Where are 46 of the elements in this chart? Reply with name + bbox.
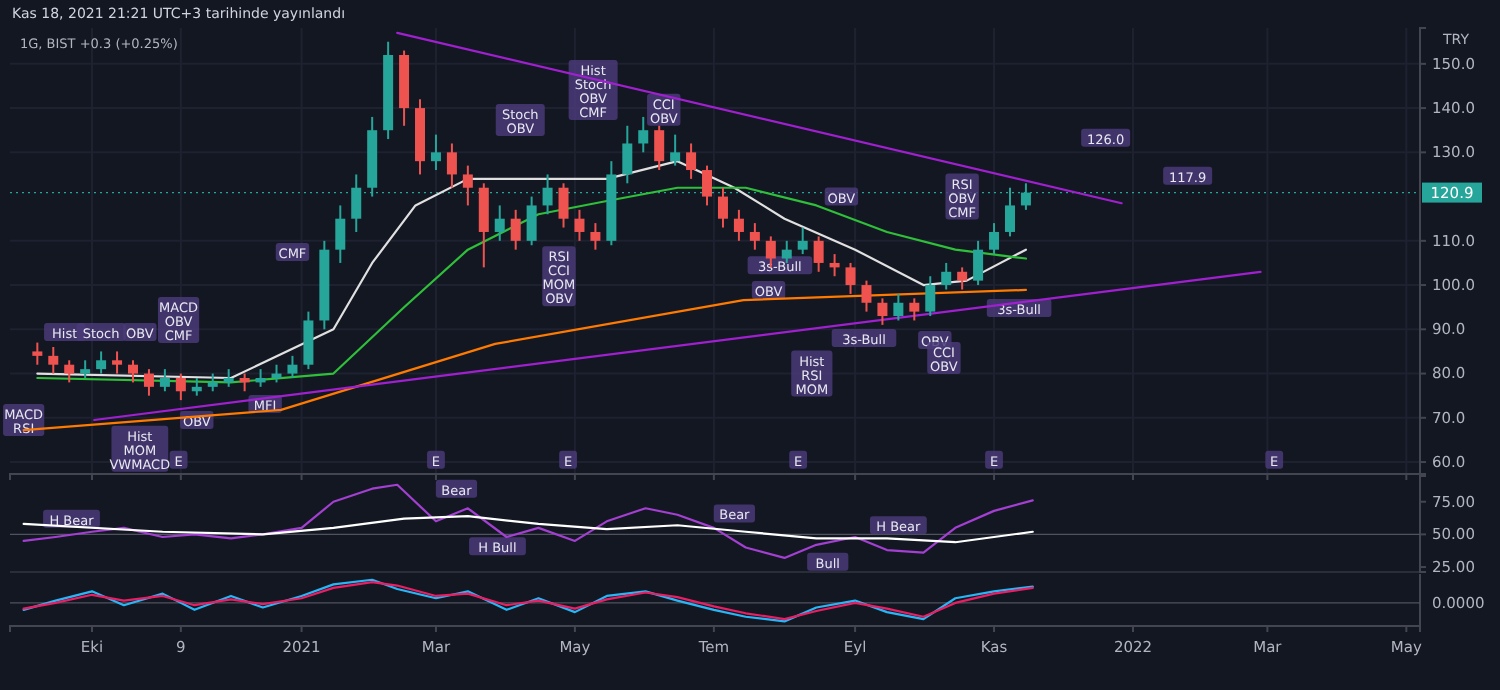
- candlestick: [670, 133, 681, 167]
- candlestick: [32, 341, 43, 366]
- candlestick: [112, 350, 123, 375]
- candlestick: [702, 164, 713, 207]
- candlestick: [303, 310, 314, 371]
- candlestick: [128, 359, 138, 384]
- candlestick: [654, 124, 665, 172]
- candlestick: [430, 133, 441, 172]
- candlestick: [526, 195, 537, 247]
- candlestick: [287, 354, 298, 379]
- candlestick: [749, 222, 760, 251]
- candlestick: [686, 142, 697, 180]
- candlestick: [957, 266, 968, 291]
- candlestick: [925, 275, 936, 318]
- candlestick: [813, 235, 824, 273]
- candlestick: [143, 368, 154, 397]
- candlestick: [590, 222, 601, 251]
- candlestick: [941, 261, 952, 291]
- candlestick: [829, 253, 840, 278]
- candlestick: [845, 261, 856, 295]
- candlestick: [622, 124, 633, 185]
- candlestick: [797, 226, 808, 256]
- candlestick: [973, 239, 984, 287]
- candlestick: [861, 279, 872, 313]
- candlestick: [909, 297, 920, 322]
- line-series: [22, 483, 1034, 559]
- candlestick: [733, 208, 744, 242]
- candlestick: [462, 164, 473, 207]
- candlestick: [159, 368, 170, 393]
- candlestick: [64, 359, 75, 384]
- candlestick: [48, 346, 59, 375]
- candlestick: [877, 297, 888, 326]
- candlestick: [175, 372, 186, 402]
- candlestick: [989, 222, 1000, 256]
- candlestick: [96, 350, 107, 375]
- candlestick: [893, 292, 904, 322]
- candlestick: [574, 208, 585, 242]
- candlestick: [558, 182, 569, 229]
- candlestick: [478, 182, 489, 269]
- candlestick: [717, 186, 728, 229]
- candlestick: [494, 204, 505, 242]
- candlestick: [446, 142, 457, 189]
- candlestick: [638, 115, 649, 154]
- candlestick: [335, 204, 346, 264]
- candlestick: [510, 208, 521, 251]
- candlestick: [781, 239, 792, 264]
